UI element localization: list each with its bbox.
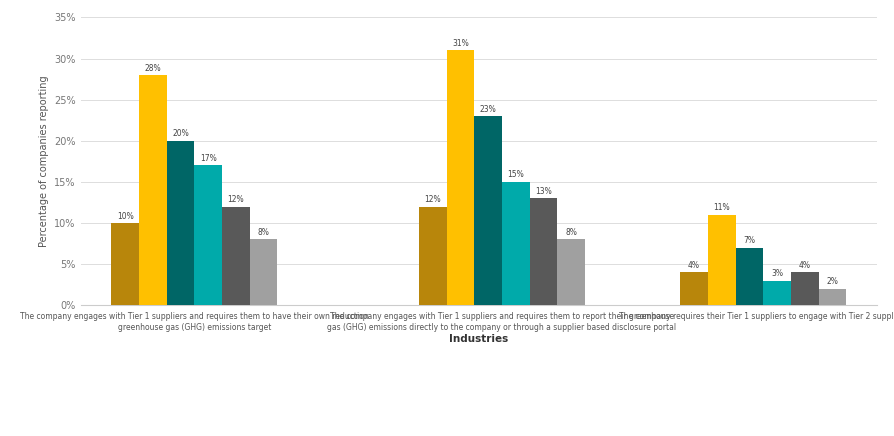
Text: 12%: 12%	[424, 195, 441, 204]
Bar	[249, 239, 277, 305]
Text: 4%: 4%	[798, 261, 810, 270]
Text: 8%: 8%	[257, 228, 269, 237]
Bar	[474, 116, 502, 305]
Bar	[557, 239, 585, 305]
Text: 31%: 31%	[451, 39, 468, 48]
Bar	[763, 280, 790, 305]
Bar	[111, 223, 139, 305]
Text: 23%: 23%	[479, 105, 496, 114]
Bar	[818, 289, 846, 305]
Text: 2%: 2%	[826, 277, 838, 286]
Text: 11%: 11%	[713, 203, 730, 212]
Text: 15%: 15%	[507, 170, 524, 179]
Bar	[446, 50, 474, 305]
Y-axis label: Percentage of companies reporting: Percentage of companies reporting	[38, 75, 48, 247]
Bar	[707, 215, 735, 305]
Bar	[166, 141, 194, 305]
Text: 28%: 28%	[144, 64, 161, 72]
Text: 17%: 17%	[199, 154, 216, 163]
Bar	[529, 198, 557, 305]
Text: 20%: 20%	[172, 129, 189, 138]
Text: 8%: 8%	[564, 228, 577, 237]
Bar	[222, 207, 249, 305]
Legend: Containers & Packaging, Semiconductors, Technology Hardware, Telecommunication S: Containers & Packaging, Semiconductors, …	[104, 434, 853, 436]
Bar	[502, 182, 529, 305]
Bar	[790, 272, 818, 305]
Text: 10%: 10%	[116, 211, 133, 221]
Bar	[679, 272, 707, 305]
Bar	[418, 207, 446, 305]
Text: 3%: 3%	[771, 269, 782, 278]
Bar	[194, 165, 222, 305]
Text: 7%: 7%	[743, 236, 755, 245]
Text: 12%: 12%	[227, 195, 244, 204]
Text: 4%: 4%	[687, 261, 699, 270]
Bar	[735, 248, 763, 305]
Text: 13%: 13%	[535, 187, 552, 196]
X-axis label: Industries: Industries	[449, 334, 508, 344]
Bar	[139, 75, 166, 305]
